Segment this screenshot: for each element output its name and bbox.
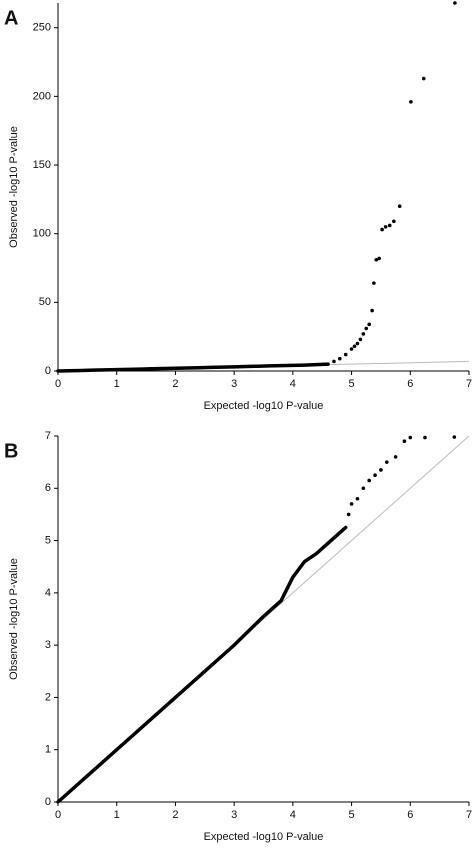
x-tick-label: 7 (466, 809, 472, 821)
y-tick-label: 200 (33, 90, 51, 102)
point (358, 337, 363, 342)
point (393, 455, 398, 459)
point (361, 486, 366, 491)
y-tick-label: 5 (45, 534, 51, 546)
point (352, 344, 357, 349)
y-tick-label: 0 (45, 365, 51, 377)
point (380, 227, 384, 232)
x-tick-label: 4 (290, 809, 296, 821)
y-tick-label: 2 (45, 691, 51, 703)
point (346, 512, 351, 517)
point (397, 204, 402, 209)
x-tick-label: 1 (114, 809, 120, 821)
point (338, 356, 342, 361)
point (377, 256, 381, 261)
point (355, 496, 360, 501)
point (361, 332, 366, 336)
point (355, 341, 360, 346)
x-tick-label: 0 (55, 809, 61, 821)
point (349, 502, 354, 506)
x-tick-label: 6 (407, 378, 413, 390)
y-tick-label: 150 (33, 159, 51, 171)
y-tick-label: 50 (39, 296, 51, 308)
y-tick-label: 6 (45, 482, 51, 494)
x-tick-label: 5 (349, 378, 355, 390)
point (387, 223, 392, 228)
x-tick-label: 6 (407, 809, 413, 821)
x-tick-label: 1 (114, 378, 120, 390)
x-axis-label: Expected -log10 P-value (204, 400, 324, 412)
point (367, 322, 371, 327)
point (409, 100, 413, 104)
x-tick-label: 2 (172, 378, 178, 390)
y-tick-label: 250 (33, 22, 51, 34)
x-axis-label: Expected -log10 P-value (204, 831, 324, 843)
x-tick-label: 5 (349, 809, 355, 821)
point (367, 478, 371, 483)
point (402, 439, 407, 444)
point (453, 1, 457, 5)
y-tick-label: 4 (45, 587, 51, 599)
y-tick-label: 0 (45, 796, 51, 808)
point (408, 435, 413, 440)
point (349, 347, 354, 351)
point (383, 225, 388, 229)
x-tick-label: 3 (231, 809, 237, 821)
x-tick-label: 7 (466, 378, 472, 390)
point (423, 435, 427, 440)
point (372, 281, 376, 285)
x-tick-label: 3 (231, 378, 237, 390)
point (421, 76, 426, 81)
point (452, 435, 457, 439)
point (364, 326, 369, 331)
point (373, 473, 377, 478)
point (379, 468, 383, 472)
y-axis-label: Observed -log10 P-value (8, 558, 20, 680)
x-tick-label: 4 (290, 378, 296, 390)
point (374, 257, 379, 262)
point (370, 308, 374, 313)
dense-points (56, 362, 330, 373)
panel-label: B (4, 440, 18, 462)
y-tick-label: 100 (33, 228, 51, 240)
point (392, 219, 396, 224)
dense-points (56, 525, 348, 804)
point (343, 352, 348, 357)
y-tick-label: 3 (45, 639, 51, 651)
x-tick-label: 2 (172, 809, 178, 821)
y-axis-label: Observed -log10 P-value (8, 126, 20, 248)
y-tick-label: 1 (45, 744, 51, 756)
x-tick-label: 0 (55, 378, 61, 390)
point (332, 359, 336, 364)
point (385, 460, 389, 464)
y-tick-label: 7 (45, 430, 51, 442)
panel-label: A (4, 7, 18, 29)
